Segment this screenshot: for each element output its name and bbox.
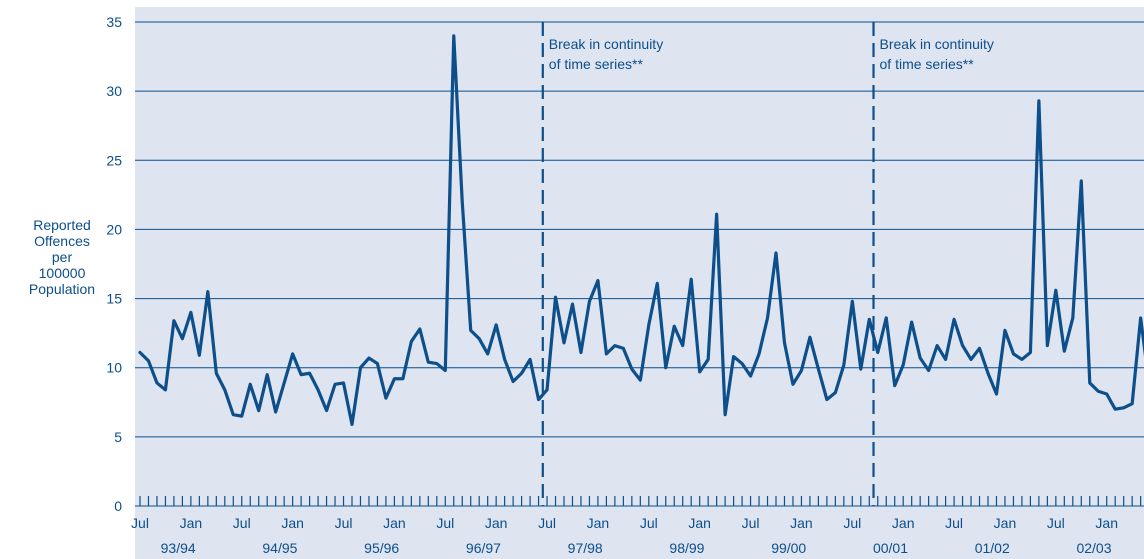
y-axis-label-line: Offences <box>34 233 90 249</box>
x-tick-label: Jul <box>233 515 251 531</box>
financial-year-label: 02/03 <box>1076 540 1111 556</box>
x-tick-label: Jul <box>436 515 454 531</box>
series-line <box>138 34 1144 427</box>
axis-layer: 0 5 10 15 20 25 30 35 Jul Jan Jul Jan Jul Jan Jul Jan Ju… <box>29 14 1118 556</box>
x-tick-label: Jan <box>180 515 203 531</box>
x-tick-label: Jan <box>688 515 711 531</box>
break-annotation-text: Break in continuity <box>549 36 663 52</box>
financial-year-label: 97/98 <box>568 540 603 556</box>
financial-year-label: 98/99 <box>669 540 704 556</box>
x-tick-label: Jul <box>742 515 760 531</box>
annotation-layer: Break in continuity of time series** Break… <box>541 22 994 506</box>
y-axis-label-line: Reported <box>33 217 91 233</box>
y-tick-label: 10 <box>106 360 122 376</box>
x-tick-label: Jul <box>945 515 963 531</box>
x-tick-label: Jul <box>131 515 149 531</box>
financial-year-label: 99/00 <box>771 540 806 556</box>
financial-year-label: 93/94 <box>161 540 196 556</box>
minor-ticks <box>139 496 1142 506</box>
x-tick-label: Jul <box>640 515 658 531</box>
y-tick-label: 5 <box>114 429 122 445</box>
y-axis-label-line: 100000 <box>39 265 86 281</box>
y-tick-label: 0 <box>114 498 122 514</box>
plot-background <box>135 7 1144 559</box>
y-tick-label: 15 <box>106 291 122 307</box>
series-layer <box>138 34 1144 427</box>
x-tick-label: Jan <box>587 515 610 531</box>
x-tick-label: Jul <box>843 515 861 531</box>
break-annotation-text: of time series** <box>549 56 644 72</box>
x-tick-label: Jan <box>383 515 406 531</box>
financial-year-label: 95/96 <box>364 540 399 556</box>
x-tick-label: Jan <box>485 515 508 531</box>
y-axis-label-line: per <box>52 249 73 265</box>
x-tick-label: Jan <box>281 515 304 531</box>
y-tick-label: 35 <box>106 14 122 30</box>
x-tick-label: Jan <box>994 515 1017 531</box>
y-axis-label-line: Population <box>29 281 95 297</box>
y-tick-label: 20 <box>106 221 122 237</box>
x-tick-label: Jan <box>1095 515 1118 531</box>
grid-layer <box>135 21 1144 507</box>
break-annotation-text: Break in continuity <box>880 36 994 52</box>
x-tick-label: Jan <box>790 515 813 531</box>
x-tick-label: Jul <box>335 515 353 531</box>
x-tick-label: Jul <box>1047 515 1065 531</box>
x-tick-label: Jul <box>538 515 556 531</box>
financial-year-label: 96/97 <box>466 540 501 556</box>
break-annotation-text: of time series** <box>880 56 975 72</box>
x-tick-label: Jan <box>892 515 915 531</box>
financial-year-label: 01/02 <box>975 540 1010 556</box>
y-tick-label: 25 <box>106 152 122 168</box>
financial-year-label: 00/01 <box>873 540 908 556</box>
financial-year-label: 94/95 <box>262 540 297 556</box>
y-tick-label: 30 <box>106 83 122 99</box>
